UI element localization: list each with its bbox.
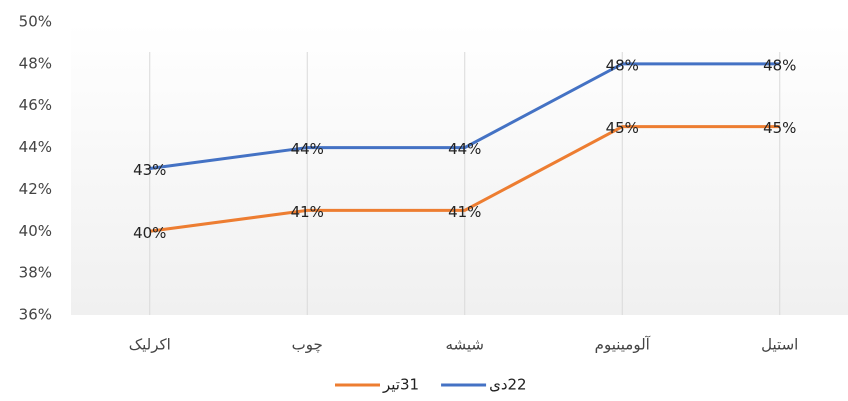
legend-label: 31تیر — [382, 376, 419, 394]
data-label: 43% — [133, 161, 166, 179]
data-label: 40% — [133, 224, 166, 242]
y-tick-label: 36% — [19, 306, 52, 324]
data-label: 48% — [606, 56, 639, 74]
data-label: 41% — [291, 203, 324, 221]
data-label: 44% — [448, 140, 481, 158]
data-label: 44% — [291, 140, 324, 158]
data-label: 48% — [763, 56, 796, 74]
x-tick-label: آلومینیوم — [595, 336, 651, 354]
x-tick-label: استیل — [761, 336, 798, 354]
y-tick-label: 50% — [19, 13, 52, 31]
y-tick-label: 38% — [19, 264, 52, 282]
data-label: 45% — [606, 119, 639, 137]
legend-label: 22دی — [489, 376, 527, 394]
data-label: 45% — [763, 119, 796, 137]
x-tick-label: اکرلیک — [129, 336, 171, 354]
data-label: 41% — [448, 203, 481, 221]
x-tick-label: شیشه — [445, 336, 484, 354]
y-tick-label: 42% — [19, 180, 52, 198]
y-tick-label: 46% — [19, 96, 52, 114]
y-tick-label: 44% — [19, 138, 52, 156]
y-tick-label: 48% — [19, 54, 52, 72]
series-line — [149, 62, 780, 170]
y-tick-label: 40% — [19, 222, 52, 240]
x-tick-label: چوب — [292, 336, 323, 354]
plot-area — [71, 22, 848, 315]
series-line — [149, 125, 780, 233]
